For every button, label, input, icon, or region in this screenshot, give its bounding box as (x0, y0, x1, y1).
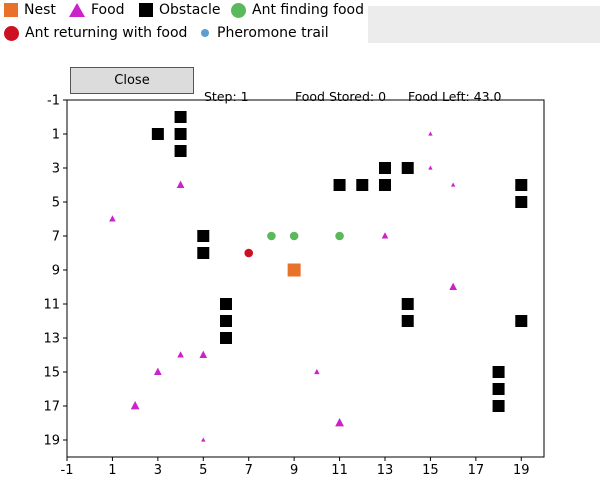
ant-finding-food-marker (289, 231, 299, 241)
x-tick-label: 9 (290, 463, 298, 478)
y-tick-label: 7 (52, 230, 60, 245)
food-marker (177, 351, 184, 358)
legend-nest-label: Nest (24, 2, 56, 18)
obstacle-marker (379, 179, 391, 191)
x-tick-label: 19 (513, 463, 530, 478)
obstacle-marker (356, 179, 369, 191)
obstacle-marker (515, 179, 528, 191)
legend-ant-finding: Ant finding food (231, 2, 364, 18)
y-tick-label: -1 (47, 94, 60, 109)
obstacle-marker (401, 162, 414, 174)
food-marker (199, 350, 208, 358)
obstacle-marker (401, 315, 414, 327)
toolbar-area (368, 6, 600, 43)
y-tick-label: 15 (43, 366, 60, 381)
close-button[interactable]: Close (70, 67, 194, 94)
food-marker (381, 232, 389, 239)
x-tick-label: 3 (154, 463, 162, 478)
plot-frame (66, 99, 545, 458)
food-marker (428, 165, 433, 170)
legend-food-label: Food (91, 2, 125, 18)
legend-pheromone-label: Pheromone trail (217, 25, 329, 41)
legend-nest: Nest (4, 2, 56, 18)
food-stored-counter: Food Stored: 0 (295, 89, 387, 104)
obstacle-marker (379, 162, 391, 174)
y-tick-label: 9 (52, 264, 60, 279)
legend-food: Food (69, 2, 125, 18)
obstacle-marker (220, 298, 232, 310)
legend-ant-returning: Ant returning with food (4, 25, 187, 41)
food-left-counter: Food Left: 43.0 (408, 89, 502, 104)
food-marker (130, 401, 140, 410)
x-tick-label: 15 (422, 463, 439, 478)
x-tick-label: 11 (331, 463, 348, 478)
legend-obstacle-label: Obstacle (159, 2, 221, 18)
y-tick-label: 3 (52, 162, 60, 177)
obstacle-marker (197, 247, 210, 259)
obstacle-marker (220, 332, 232, 344)
y-tick-label: 17 (43, 400, 60, 415)
x-tick-label: 7 (245, 463, 253, 478)
legend-pheromone: Pheromone trail (201, 25, 329, 41)
legend: Nest Food Obstacle Ant finding food Ant … (0, 0, 368, 43)
food-marker (109, 215, 116, 222)
food-marker (335, 418, 344, 427)
food-marker (201, 437, 206, 442)
obstacle-marker (492, 383, 505, 395)
obstacle-marker (174, 128, 187, 140)
food-marker (314, 368, 320, 375)
x-tick-label: 17 (468, 463, 485, 478)
plot-marks (109, 111, 528, 442)
step-counter: Step: 1 (204, 89, 249, 104)
food-marker (449, 282, 457, 290)
obstacle-marker (174, 111, 187, 123)
obstacle-marker (515, 315, 528, 327)
food-marker (428, 131, 433, 136)
x-tick-label: 13 (377, 463, 394, 478)
obstacle-marker (220, 315, 232, 327)
y-tick-label: 13 (43, 332, 60, 347)
ant-returning-legend-circle-icon (4, 25, 19, 41)
y-tick-label: 1 (52, 128, 60, 143)
obstacle-marker (333, 179, 346, 191)
obstacle-marker (492, 366, 505, 378)
ant-finding-food-marker (267, 231, 276, 241)
food-marker (176, 180, 185, 188)
y-tick-label: 11 (43, 298, 60, 313)
obstacle-marker (197, 230, 210, 242)
pheromone-legend-dot-icon (201, 29, 209, 37)
legend-ant-finding-label: Ant finding food (252, 2, 365, 18)
x-tick-label: 1 (108, 463, 116, 478)
obstacle-marker (174, 145, 187, 157)
food-legend-triangle-icon (69, 3, 85, 17)
ant-finding-food-marker (335, 231, 344, 241)
nest-marker (287, 263, 301, 277)
obstacle-legend-square-icon (139, 3, 153, 17)
food-marker (154, 367, 162, 375)
x-tick-label: -1 (61, 463, 74, 478)
obstacle-marker (515, 196, 528, 208)
ant-returning-with-food-marker (244, 248, 254, 258)
ant-finding-legend-circle-icon (231, 2, 246, 18)
nest-legend-square-icon (4, 3, 18, 17)
obstacle-marker (492, 400, 505, 412)
food-marker (450, 182, 456, 187)
legend-ant-returning-label: Ant returning with food (25, 25, 188, 41)
y-tick-label: 5 (52, 196, 60, 211)
legend-obstacle: Obstacle (139, 2, 220, 18)
obstacle-marker (401, 298, 414, 310)
y-tick-label: 19 (43, 434, 60, 449)
x-tick-label: 5 (199, 463, 207, 478)
obstacle-marker (151, 128, 164, 140)
